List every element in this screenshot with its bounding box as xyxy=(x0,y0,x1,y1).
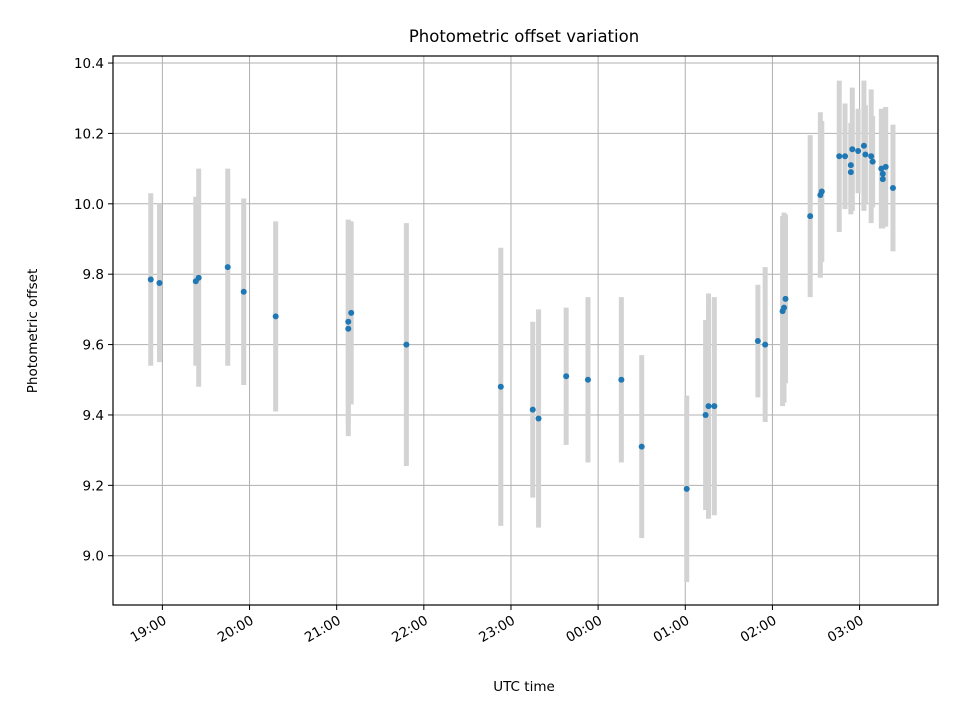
data-point xyxy=(702,411,709,418)
data-point xyxy=(889,184,896,191)
data-point xyxy=(882,163,889,170)
data-point xyxy=(272,313,279,320)
data-point xyxy=(847,169,854,176)
chart-title: Photometric offset variation xyxy=(409,27,639,46)
data-point xyxy=(224,264,231,271)
data-point xyxy=(535,415,542,422)
y-tick-label: 10.0 xyxy=(74,197,104,213)
grid xyxy=(113,56,938,605)
data-point xyxy=(754,338,761,345)
data-point xyxy=(855,148,862,155)
data-point xyxy=(879,170,886,177)
data-point xyxy=(818,188,825,195)
data-point xyxy=(497,383,504,390)
y-tick-label: 10.4 xyxy=(74,56,104,72)
data-point xyxy=(842,153,849,160)
y-tick-label: 9.6 xyxy=(83,338,104,354)
x-axis-label: UTC time xyxy=(493,679,555,695)
data-point xyxy=(836,153,843,160)
data-point xyxy=(711,403,718,410)
data-point xyxy=(584,376,591,383)
data-point xyxy=(847,162,854,169)
y-tick-label: 9.4 xyxy=(83,408,104,424)
data-point xyxy=(563,373,570,380)
data-point xyxy=(345,325,352,332)
data-point xyxy=(869,158,876,165)
y-tick-label: 9.8 xyxy=(83,267,104,283)
data-point xyxy=(156,279,163,286)
data-points xyxy=(147,142,896,492)
data-point xyxy=(403,341,410,348)
y-tick-label: 9.2 xyxy=(83,478,104,494)
y-axis-ticks: 9.0 9.2 9.4 9.6 9.8 10.0 10.2 10.4 xyxy=(74,56,113,565)
data-point xyxy=(705,403,712,410)
data-point xyxy=(762,341,769,348)
data-point xyxy=(879,176,886,183)
data-point xyxy=(849,146,856,153)
data-point xyxy=(781,304,788,311)
data-point xyxy=(860,142,867,149)
data-point xyxy=(807,213,814,220)
data-point xyxy=(147,276,154,283)
y-tick-label: 9.0 xyxy=(83,549,104,565)
plot-frame xyxy=(112,55,939,606)
data-point xyxy=(618,376,625,383)
data-point xyxy=(348,309,355,316)
data-point xyxy=(862,151,869,158)
data-point xyxy=(868,153,875,160)
data-point xyxy=(195,274,202,281)
data-point xyxy=(683,485,690,492)
data-point xyxy=(529,406,536,413)
data-point xyxy=(345,318,352,325)
data-point xyxy=(782,295,789,302)
data-point xyxy=(240,288,247,295)
data-point xyxy=(638,443,645,450)
y-axis-label: Photometric offset xyxy=(25,269,41,393)
y-tick-label: 10.2 xyxy=(74,126,104,142)
